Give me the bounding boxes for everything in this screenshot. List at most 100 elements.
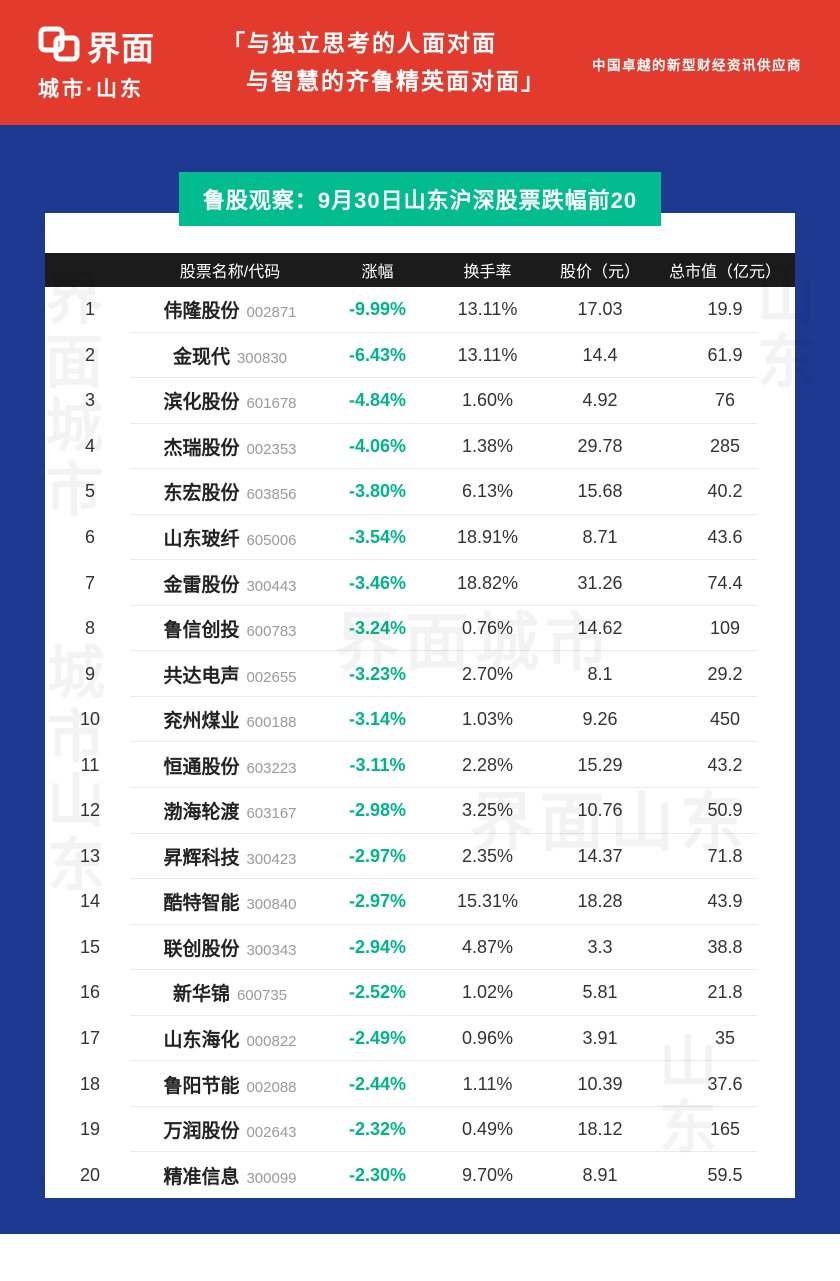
rank-cell: 9 — [84, 663, 95, 684]
change-cell: -2.30% — [348, 1164, 407, 1185]
stock-name-cell: 杰瑞股份 002353 — [135, 433, 325, 460]
stock-code: 002088 — [246, 1078, 297, 1096]
turnover-cell: 1.38% — [461, 435, 514, 456]
stock-name: 酷特智能 — [163, 893, 240, 915]
price-cell: 8.1 — [587, 663, 613, 684]
stock-code: 605006 — [246, 532, 297, 549]
change-cell: -3.54% — [348, 527, 407, 547]
stock-name: 金雷股份 — [163, 574, 240, 596]
stock-name: 精准信息 — [163, 1166, 240, 1188]
market-cap-cell: 74.4 — [707, 572, 743, 593]
stock-name: 杰瑞股份 — [163, 437, 240, 459]
market-cap-cell: 450 — [709, 709, 741, 730]
change-cell: -4.06% — [348, 435, 407, 456]
market-cap-cell: 76 — [714, 390, 736, 411]
stock-name-cell: 金现代 300830 — [135, 342, 325, 369]
stock-name: 山东海化 — [163, 1030, 240, 1052]
price-cell: 29.78 — [577, 435, 623, 456]
table-row: 6 山东玻纤 605006 -3.54% 18.91% 8.71 43.6 — [45, 515, 795, 561]
table-row: 5 东宏股份 603856 -3.80% 6.13% 15.68 40.2 — [45, 469, 795, 515]
stock-code: 300830 — [236, 349, 288, 367]
table-row: 16 新华锦 600735 -2.52% 1.02% 5.81 21.8 — [45, 970, 795, 1016]
stock-name: 昇辉科技 — [163, 847, 240, 869]
stock-code: 603167 — [246, 805, 297, 823]
stock-name: 恒通股份 — [163, 756, 240, 778]
rank-cell: 7 — [84, 572, 95, 593]
market-cap-cell: 50.9 — [707, 800, 743, 821]
market-cap-cell: 61.9 — [707, 344, 743, 365]
price-cell: 10.76 — [577, 800, 623, 821]
change-cell: -3.23% — [348, 663, 407, 684]
stock-name-cell: 金雷股份 300443 — [135, 570, 325, 597]
stock-name-cell: 新华锦 600735 — [135, 979, 325, 1006]
stock-name-cell: 鲁信创投 600783 — [135, 615, 325, 642]
turnover-cell: 1.60% — [461, 390, 514, 411]
change-cell: -3.11% — [349, 754, 406, 775]
turnover-cell: 0.96% — [461, 1028, 514, 1049]
change-cell: -3.14% — [348, 709, 407, 730]
stock-name-cell: 万润股份 002643 — [135, 1116, 325, 1143]
stock-code: 002655 — [246, 668, 297, 686]
rank-cell: 1 — [84, 299, 95, 320]
stock-name-cell: 兖州煤业 600188 — [135, 706, 325, 733]
slogan: 「与独立思考的人面对面 与智慧的齐鲁精英面对面」 — [222, 25, 546, 101]
market-cap-cell: 19.9 — [707, 299, 743, 320]
market-cap-cell: 165 — [709, 1119, 741, 1140]
market-cap-cell: 40.2 — [707, 481, 743, 502]
rank-cell: 19 — [79, 1119, 101, 1140]
stock-name: 山东玻纤 — [163, 529, 240, 550]
rank-cell: 14 — [79, 891, 101, 912]
stock-name: 万润股份 — [163, 1121, 240, 1143]
stock-code: 600735 — [236, 987, 288, 1005]
stock-name-cell: 滨化股份 601678 — [135, 387, 325, 414]
market-cap-cell: 35 — [714, 1028, 736, 1049]
tagline: 中国卓越的新型财经资讯供应商 — [592, 58, 802, 73]
market-cap-cell: 71.8 — [707, 845, 743, 866]
stock-code: 603856 — [246, 486, 297, 504]
stock-code: 300343 — [246, 941, 297, 959]
change-cell: -3.46% — [348, 572, 407, 593]
table-body: 1 伟隆股份 002871 -9.99% 13.11% 17.03 19.9 2 … — [45, 287, 795, 1198]
table-header-row: 股票名称/代码 涨幅 换手率 股价（元） 总市值（亿元） — [45, 253, 795, 287]
table-row: 18 鲁阳节能 002088 -2.44% 1.11% 10.39 37.6 — [45, 1061, 795, 1107]
header-market-cap: 总市值（亿元） — [668, 264, 781, 281]
stock-name-cell: 鲁阳节能 002088 — [135, 1071, 325, 1098]
stock-name: 滨化股份 — [163, 392, 240, 414]
turnover-cell: 0.49% — [461, 1119, 514, 1140]
stock-name: 东宏股份 — [163, 483, 240, 505]
change-cell: -2.94% — [348, 936, 407, 957]
market-cap-cell: 43.2 — [707, 754, 743, 775]
stock-code: 300099 — [246, 1169, 297, 1187]
market-cap-cell: 43.9 — [707, 891, 743, 912]
stock-name-cell: 精准信息 300099 — [135, 1162, 325, 1189]
table-title-badge: 鲁股观察：9月30日山东沪深股票跌幅前20 — [178, 172, 662, 226]
stock-name-cell: 联创股份 300343 — [135, 934, 325, 961]
stock-name: 联创股份 — [163, 938, 240, 960]
price-cell: 8.71 — [582, 527, 618, 547]
market-cap-cell: 38.8 — [707, 936, 743, 957]
turnover-cell: 2.70% — [461, 663, 514, 684]
rank-cell: 2 — [84, 344, 95, 365]
stock-name-cell: 山东海化 000822 — [135, 1025, 325, 1052]
stock-code: 000822 — [246, 1033, 297, 1051]
stock-code: 601678 — [246, 395, 297, 413]
logo-text: 界面 — [87, 30, 155, 67]
change-cell: -4.84% — [348, 390, 407, 411]
stock-name-cell: 山东玻纤 605006 — [135, 524, 325, 551]
stock-name-cell: 伟隆股份 002871 — [135, 296, 325, 323]
market-cap-cell: 21.8 — [707, 982, 743, 1003]
change-cell: -2.98% — [348, 800, 407, 821]
change-cell: -2.97% — [348, 845, 407, 866]
turnover-cell: 4.87% — [461, 936, 514, 957]
rank-cell: 12 — [79, 800, 101, 821]
price-cell: 15.29 — [577, 754, 623, 775]
rank-cell: 5 — [84, 481, 95, 502]
price-cell: 4.92 — [582, 390, 618, 411]
table-row: 11 恒通股份 603223 -3.11% 2.28% 15.29 43.2 — [45, 742, 795, 788]
table-row: 2 金现代 300830 -6.43% 13.11% 14.4 61.9 — [45, 333, 795, 379]
turnover-cell: 13.11% — [457, 344, 518, 365]
header-change: 涨幅 — [361, 264, 394, 281]
change-cell: -2.97% — [348, 891, 407, 912]
table-row: 8 鲁信创投 600783 -3.24% 0.76% 14.62 109 — [45, 606, 795, 652]
